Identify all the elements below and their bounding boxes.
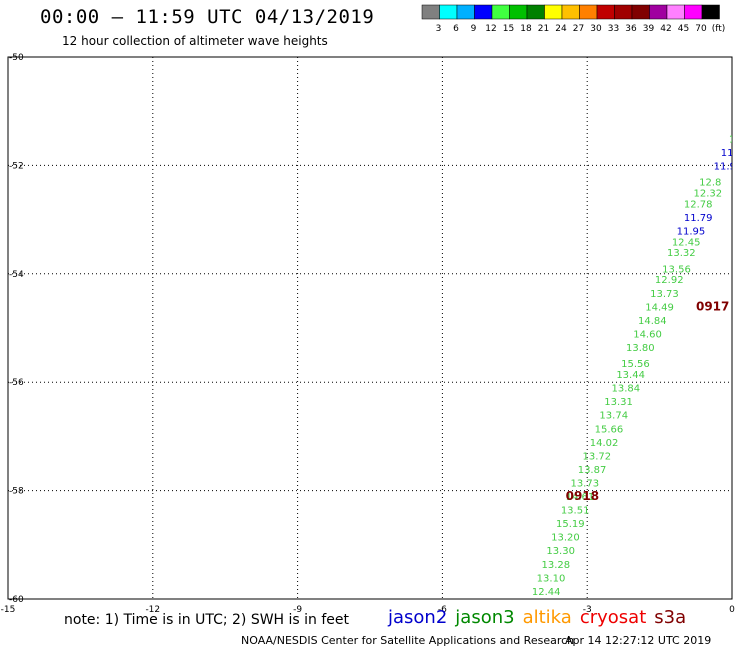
color-scale-label: 70 [695, 24, 707, 34]
data-point-label: 12.78 [684, 199, 713, 210]
y-tick-label: -50 [9, 53, 24, 63]
data-point-label: 11.9 [714, 161, 736, 172]
data-point-label: 13.20 [551, 533, 580, 544]
color-scale-label: 6 [453, 24, 459, 34]
data-point-label: 13.51 [561, 506, 590, 517]
y-tick-label: -60 [9, 595, 24, 605]
chart-title: 00:00 – 11:59 UTC 04/13/2019 [40, 6, 375, 28]
color-scale-swatch [701, 4, 720, 20]
x-tick-label: -15 [1, 605, 16, 615]
data-point-label: 0918 [566, 489, 599, 503]
x-tick-label: -9 [293, 605, 302, 615]
data-point-label: 13.32 [667, 248, 696, 259]
data-point-label: 13.74 [599, 411, 628, 422]
data-point-label: 12.8 [699, 178, 721, 189]
timestamp-text: Apr 14 12:27:12 UTC 2019 [565, 634, 712, 647]
color-scale-label: 18 [520, 24, 532, 34]
footer-note: note: 1) Time is in UTC; 2) SWH is in fe… [64, 612, 350, 628]
data-point-label: 12.32 [694, 189, 723, 200]
data-point-label: 15.66 [595, 424, 624, 435]
data-point-label: 13.80 [626, 343, 655, 354]
data-point-label: 1 [729, 134, 735, 145]
color-scale-label: 3 [436, 24, 442, 34]
data-point-label: 13.31 [604, 397, 633, 408]
y-tick-label: -58 [9, 487, 24, 497]
plot-area: -15 -12 -9 -6 -3 0 -50 -52 -54 -56 -58 -60 1 12.812.3… [1, 53, 736, 615]
data-point-label: 11.95 [677, 226, 706, 237]
data-point-label: 15.56 [621, 359, 650, 370]
data-point-label: 11 [721, 148, 734, 159]
data-point-label: 14.60 [633, 329, 662, 340]
data-point-label: 12.44 [532, 587, 561, 598]
color-scale-label: 21 [538, 24, 549, 34]
data-point-label: 15.19 [556, 519, 585, 530]
x-tick-label: 0 [729, 605, 735, 615]
color-scale-label: 12 [485, 24, 496, 34]
data-point-label: 13.28 [542, 560, 571, 571]
color-scale-label: 39 [643, 24, 655, 34]
color-scale-label: 27 [573, 24, 584, 34]
data-point-label: 0917 [696, 299, 729, 313]
color-scale-label: 9 [471, 24, 477, 34]
data-point-label: 14.61 [566, 492, 595, 503]
x-tick-label: -6 [438, 605, 447, 615]
data-point-label: 13.10 [537, 573, 566, 584]
data-point-label: 13.73 [650, 289, 679, 300]
y-tick-label: -54 [9, 270, 24, 280]
data-point-label: 13.44 [616, 370, 645, 381]
data-point-label: 12.92 [655, 275, 684, 286]
data-point-label: 13.72 [583, 451, 612, 462]
legend-entry-s3a: s3a [654, 607, 687, 628]
y-tick-label: -52 [9, 161, 24, 171]
color-scale-label: 30 [590, 24, 602, 34]
color-scale-label: (ft) [712, 24, 726, 34]
color-scale-label: 45 [678, 24, 689, 34]
y-tick-label: -56 [9, 378, 24, 388]
plot-frame [7, 56, 733, 600]
color-scale-bar: 3 6 9 12 15 18 21 24 27 30 33 36 39 42 45 70 (ft) [421, 4, 726, 34]
color-scale-label: 42 [660, 24, 671, 34]
legend-entry-altika: altika [522, 607, 572, 628]
x-tick-label: -12 [145, 605, 160, 615]
data-point-label: 13.87 [578, 465, 607, 476]
color-scale-label: 15 [503, 24, 514, 34]
satellite-legend: jason2 jason3 altika cryosat s3a [388, 607, 694, 628]
legend-entry-cryosat: cryosat [579, 607, 647, 628]
data-point-label: 13.73 [570, 478, 599, 489]
color-scale-label: 36 [625, 24, 637, 34]
color-scale-label: 24 [555, 24, 567, 34]
data-point-label: 14.49 [645, 302, 674, 313]
chart-subtitle: 12 hour collection of altimeter wave hei… [62, 34, 328, 48]
x-tick-label: -3 [583, 605, 592, 615]
data-point-label: 14.02 [590, 438, 619, 449]
data-point-label: 12.45 [672, 237, 701, 248]
color-scale-label: 33 [608, 24, 619, 34]
legend-entry-jason2: jason2 [388, 607, 448, 628]
data-point-label: 14.84 [638, 316, 667, 327]
data-point-label: 13.30 [546, 546, 575, 557]
data-point-label: 13.84 [611, 384, 640, 395]
data-point-label: 13.56 [662, 264, 691, 275]
data-point-label: 11.79 [684, 213, 713, 224]
legend-entry-jason3: jason3 [455, 607, 515, 628]
credit-text: NOAA/NESDIS Center for Satellite Applica… [241, 634, 575, 647]
